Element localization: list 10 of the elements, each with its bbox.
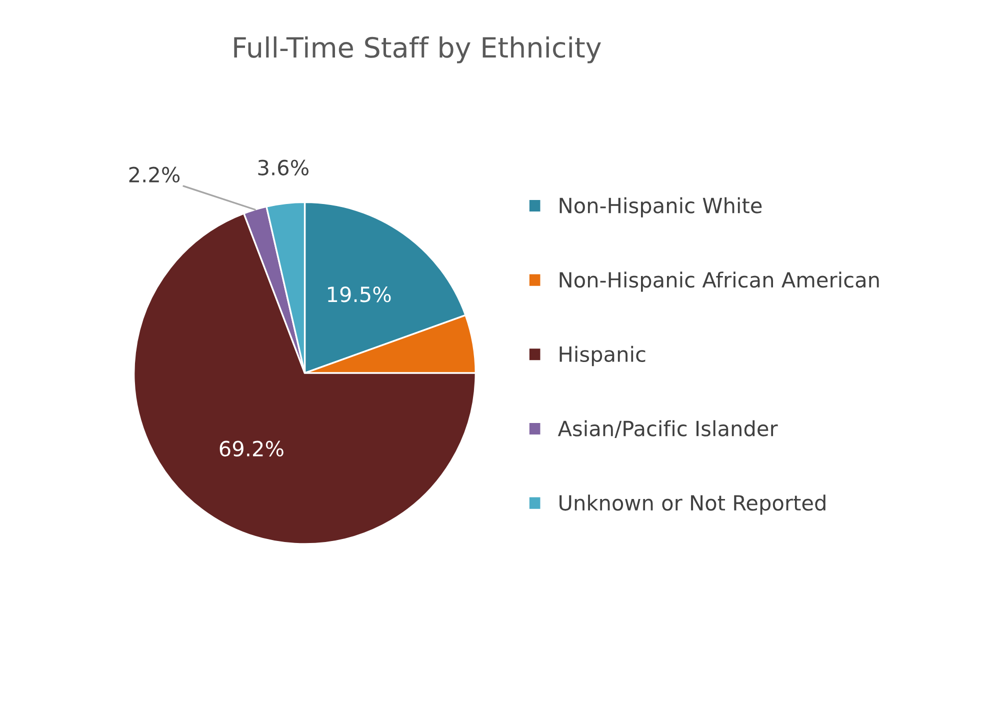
data-label: 19.5% [328, 286, 391, 302]
legend-label: Non-Hispanic African American [560, 272, 879, 292]
data-label: 3.6% [258, 160, 308, 176]
legend-label: Hispanic [560, 346, 646, 366]
data-label: 69.2% [220, 440, 284, 457]
chart-title: Full-Time Staff by Ethnicity [234, 36, 601, 64]
data-label: 2.2% [129, 166, 180, 183]
legend-label: Asian/Pacific Islander [558, 420, 778, 438]
legend-label: Unknown or Not Reported [560, 494, 826, 515]
legend-label: Non-Hispanic White [560, 197, 762, 218]
